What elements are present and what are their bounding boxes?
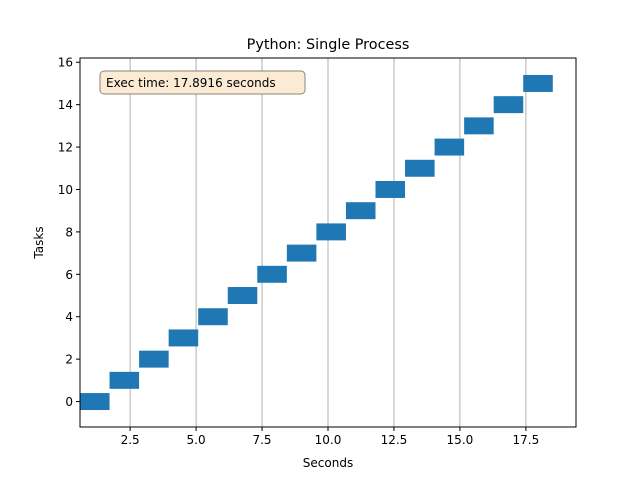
x-tick-label: 10.0 — [315, 433, 342, 447]
y-tick-label: 6 — [65, 268, 73, 282]
y-tick-label: 2 — [65, 353, 73, 367]
annotation-text: Exec time: 17.8916 seconds — [106, 76, 276, 90]
y-tick-label: 8 — [65, 225, 73, 239]
x-tick-label: 2.5 — [121, 433, 140, 447]
y-tick-label: 12 — [58, 141, 73, 155]
task-bar-12 — [434, 138, 465, 156]
x-tick-label: 12.5 — [381, 433, 408, 447]
task-bar-1 — [109, 371, 140, 389]
task-bar-13 — [464, 117, 494, 135]
y-tick-label: 0 — [65, 395, 73, 409]
task-bar-7 — [286, 244, 317, 262]
task-bar-14 — [493, 96, 524, 114]
x-tick-label: 17.5 — [513, 433, 540, 447]
y-tick-label: 10 — [58, 183, 73, 197]
x-tick-label: 7.5 — [252, 433, 271, 447]
y-tick-label: 14 — [58, 98, 73, 112]
y-axis-ticks: 0 2 4 6 8 10 12 14 16 — [58, 56, 80, 409]
task-bar-9 — [345, 202, 376, 220]
chart-title: Python: Single Process — [247, 37, 410, 53]
x-tick-label: 15.0 — [447, 433, 474, 447]
x-axis-ticks: 2.5 5.0 7.5 10.0 12.5 15.0 17.5 — [121, 427, 540, 447]
bars-layer — [80, 74, 553, 411]
task-bar-2 — [139, 350, 169, 368]
x-axis-label: Seconds — [303, 456, 353, 470]
task-bar-6 — [257, 265, 287, 283]
task-bar-4 — [198, 308, 228, 326]
x-tick-label: 5.0 — [187, 433, 206, 447]
annotation-background — [99, 70, 306, 95]
task-bar-5 — [227, 287, 258, 304]
task-bar-10 — [375, 181, 406, 198]
y-tick-label: 16 — [58, 56, 73, 70]
annotation-box: Exec time: 17.8916 seconds — [99, 70, 306, 95]
y-axis-label: Tasks — [32, 226, 46, 259]
task-bar-8 — [316, 223, 346, 241]
task-bar-3 — [168, 329, 199, 347]
task-bar-11 — [405, 159, 435, 177]
task-bar-0 — [80, 393, 110, 411]
task-bar-15 — [523, 74, 553, 92]
y-tick-label: 4 — [65, 310, 73, 324]
grid-layer — [129, 58, 527, 427]
